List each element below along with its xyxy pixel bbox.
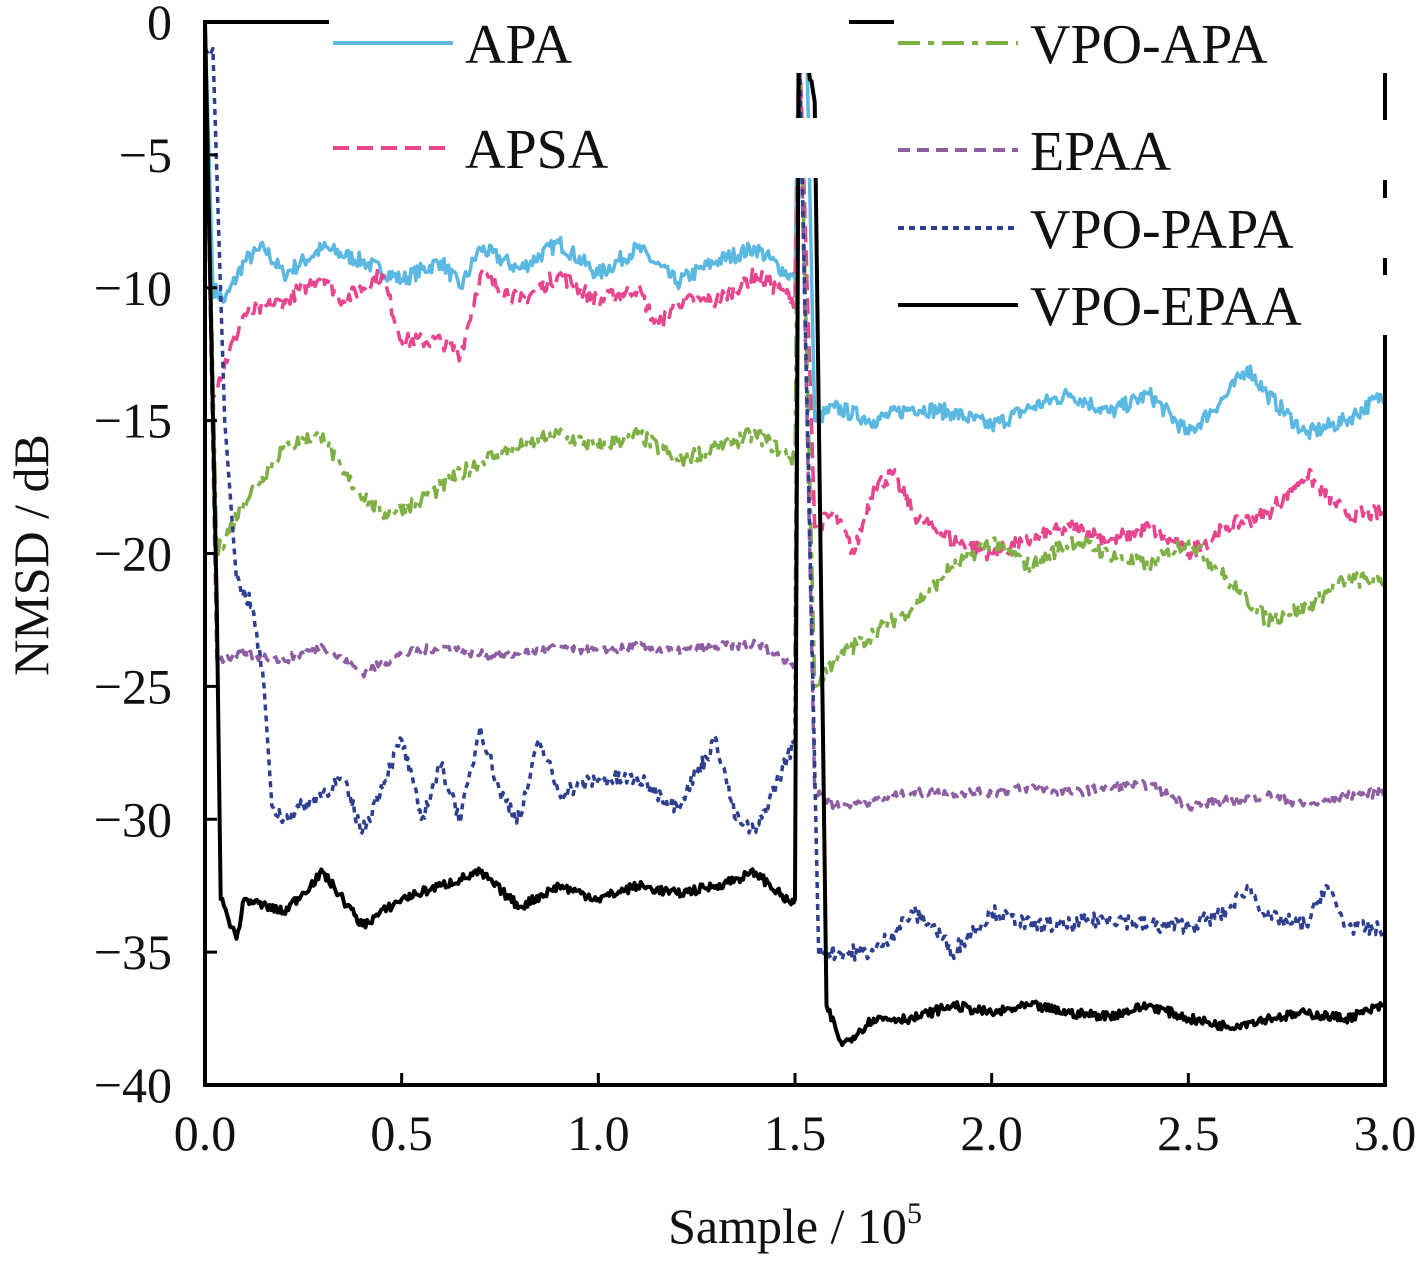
y-tick-label: −30	[94, 791, 172, 847]
y-tick-label: −25	[94, 658, 172, 714]
series-line-vpo-apa	[203, 20, 1387, 689]
y-tick-label: 0	[147, 0, 172, 50]
ticks-layer: 0 −5 −10 −15 −20 −25 −30 −35 −400.0 0.5 1.0 1.5 2.0 2…	[94, 0, 1416, 1161]
y-tick-label: −10	[94, 260, 172, 316]
x-tick-label: 2.0	[960, 1105, 1023, 1161]
legend-item-vpo-papa: VPO-PAPA	[894, 198, 1414, 261]
legend-item-epaa: EPAA	[894, 120, 1414, 183]
series-line-apa	[203, 20, 1387, 441]
legend-label: EPAA	[1030, 121, 1172, 183]
x-axis-label-exponent: 5	[907, 1197, 922, 1230]
legend-item-vpo-apa: VPO-APA	[894, 13, 1414, 76]
legend-label: APSA	[465, 119, 609, 181]
y-tick-label: −5	[119, 127, 172, 183]
legend-label: APA	[465, 14, 572, 76]
y-tick-label: −35	[94, 924, 172, 980]
series-layer	[203, 20, 1387, 1048]
x-axis-label: Sample / 105	[668, 1197, 922, 1254]
legend-item-apa: APA	[329, 13, 849, 76]
series-line-vpo-papa	[203, 20, 1387, 962]
x-tick-label: 2.5	[1157, 1105, 1220, 1161]
x-tick-label: 3.0	[1354, 1105, 1417, 1161]
y-axis-label: NMSD / dB	[3, 434, 59, 676]
x-tick-label: 0.0	[174, 1105, 237, 1161]
legend-label: VPO-APA	[1030, 14, 1268, 76]
series-line-vpo-epaa	[203, 20, 1386, 1048]
legend-label: VPO-EPAA	[1030, 276, 1302, 338]
y-tick-label: −20	[94, 526, 172, 582]
x-tick-label: 0.5	[370, 1105, 433, 1161]
legend: APA APSA VPO-APA EPAA VPO-PAPA VPO-EPAA	[329, 13, 1414, 338]
x-tick-label: 1.5	[764, 1105, 827, 1161]
legend-item-apsa: APSA	[329, 118, 849, 181]
series-line-epaa	[203, 20, 1387, 812]
legend-label: VPO-PAPA	[1030, 199, 1294, 261]
x-tick-label: 1.0	[567, 1105, 630, 1161]
y-tick-label: −40	[94, 1057, 172, 1113]
legend-item-vpo-epaa: VPO-EPAA	[894, 275, 1414, 338]
series-line-apsa	[203, 20, 1387, 562]
y-tick-label: −15	[94, 393, 172, 449]
